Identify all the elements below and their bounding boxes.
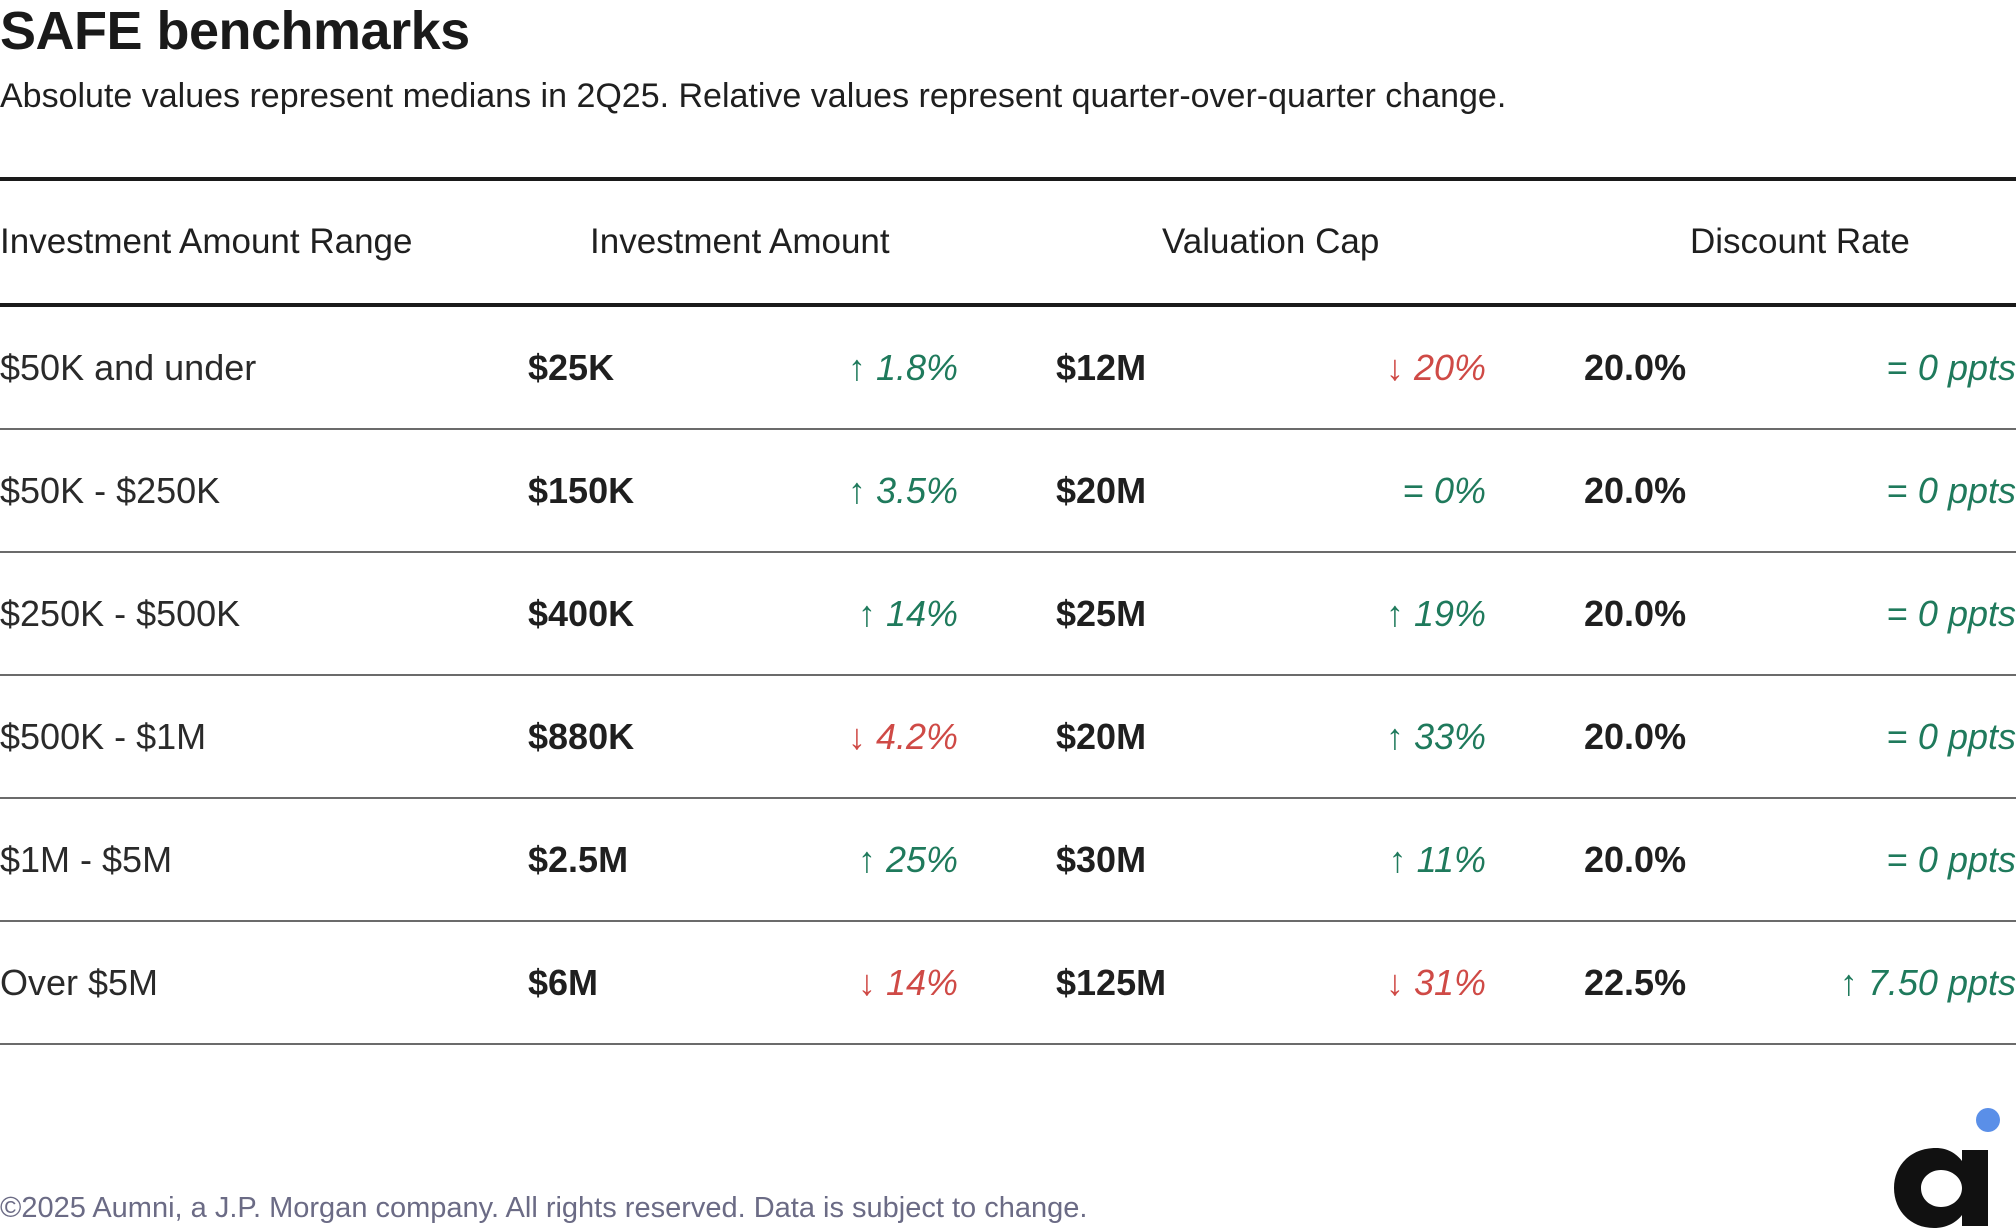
change-value: 20% [1413, 347, 1486, 388]
cell-investment-amount-change: ↓ 4.2% [848, 676, 958, 797]
cell-investment-amount-change: ↑ 25% [858, 799, 958, 920]
equals-icon: = [1886, 470, 1908, 511]
arrow-up-icon: ↑ [1385, 716, 1404, 757]
change-value: 1.8% [875, 347, 958, 388]
cell-discount-rate-change: = 0 ppts [1887, 676, 2016, 797]
page-title: SAFE benchmarks [0, 1, 470, 61]
change-value: 0 ppts [1917, 716, 2016, 757]
equals-icon: = [1886, 716, 1908, 757]
cell-investment-amount-range: $500K - $1M [0, 716, 207, 757]
cell-valuation-cap-change: ↓ 31% [1386, 922, 1486, 1043]
arrow-up-icon: ↑ [1385, 593, 1404, 634]
table-row: $50K - $250K $150K ↑ 3.5% $20M = 0% 20.0% = 0 ppt… [0, 430, 2016, 553]
cell-discount-rate-change: ↑ 7.50 ppts [1840, 922, 2016, 1043]
arrow-down-icon: ↓ [1385, 962, 1404, 1003]
arrow-down-icon: ↓ [847, 716, 866, 757]
equals-icon: = [1886, 839, 1908, 880]
cell-valuation-cap: $20M [1056, 470, 1147, 511]
cell-investment-amount-change: ↑ 3.5% [848, 430, 958, 551]
header-investment-amount: Investment Amount [590, 222, 890, 261]
cell-investment-amount-range: Over $5M [0, 962, 159, 1003]
arrow-up-icon: ↑ [857, 593, 876, 634]
table-header-rule [0, 303, 2016, 307]
cell-investment-amount-change: ↑ 1.8% [848, 307, 958, 428]
cell-investment-amount-range: $50K - $250K [0, 470, 221, 511]
cell-investment-amount: $6M [528, 962, 599, 1003]
equals-icon: = [1402, 470, 1424, 511]
cell-discount-rate-change: = 0 ppts [1887, 307, 2016, 428]
cell-valuation-cap: $25M [1056, 593, 1147, 634]
arrow-up-icon: ↑ [847, 347, 866, 388]
change-value: 25% [885, 839, 958, 880]
cell-investment-amount-change: ↑ 14% [858, 553, 958, 674]
equals-icon: = [1886, 593, 1908, 634]
cell-investment-amount: $2.5M [528, 839, 629, 880]
cell-investment-amount: $880K [528, 716, 635, 757]
change-value: 0 ppts [1917, 593, 2016, 634]
change-value: 0% [1433, 470, 1486, 511]
change-value: 0 ppts [1917, 839, 2016, 880]
cell-valuation-cap: $125M [1056, 962, 1167, 1003]
arrow-up-icon: ↑ [857, 839, 876, 880]
cell-discount-rate: 20.0% [1584, 839, 1687, 880]
arrow-down-icon: ↓ [857, 962, 876, 1003]
cell-valuation-cap: $20M [1056, 716, 1147, 757]
change-value: 14% [885, 593, 958, 634]
change-value: 3.5% [875, 470, 958, 511]
arrow-up-icon: ↑ [1388, 839, 1407, 880]
cell-valuation-cap-change: ↑ 19% [1386, 553, 1486, 674]
arrow-down-icon: ↓ [1385, 347, 1404, 388]
header-investment-amount-range: Investment Amount Range [0, 222, 413, 261]
change-value: 31% [1413, 962, 1486, 1003]
cell-valuation-cap-change: ↓ 20% [1386, 307, 1486, 428]
table-top-rule [0, 177, 2016, 181]
change-value: 33% [1413, 716, 1486, 757]
arrow-up-icon: ↑ [1839, 962, 1858, 1003]
cell-valuation-cap: $30M [1056, 839, 1147, 880]
table-row: $250K - $500K $400K ↑ 14% $25M ↑ 19% 20.0% = 0 pp… [0, 553, 2016, 676]
cell-investment-amount-change: ↓ 14% [858, 922, 958, 1043]
equals-icon: = [1886, 347, 1908, 388]
cell-discount-rate-change: = 0 ppts [1887, 430, 2016, 551]
cell-valuation-cap-change: ↑ 11% [1389, 799, 1486, 920]
cell-investment-amount: $150K [528, 470, 635, 511]
aumni-logo-icon [1894, 1108, 2000, 1228]
cell-discount-rate: 22.5% [1584, 962, 1687, 1003]
cell-investment-amount-range: $250K - $500K [0, 593, 241, 634]
cell-valuation-cap-change: = 0% [1403, 430, 1486, 551]
change-value: 0 ppts [1917, 347, 2016, 388]
cell-discount-rate: 20.0% [1584, 347, 1687, 388]
change-value: 0 ppts [1917, 470, 2016, 511]
table-row: $500K - $1M $880K ↓ 4.2% $20M ↑ 33% 20.0% = 0 ppt… [0, 676, 2016, 799]
cell-valuation-cap-change: ↑ 33% [1386, 676, 1486, 797]
table-row: Over $5M $6M ↓ 14% $125M ↓ 31% 22.5% ↑ 7.50 ppts [0, 922, 2016, 1045]
cell-discount-rate-change: = 0 ppts [1887, 799, 2016, 920]
cell-discount-rate: 20.0% [1584, 593, 1687, 634]
cell-discount-rate-change: = 0 ppts [1887, 553, 2016, 674]
footer-copyright: ©2025 Aumni, a J.P. Morgan company. All … [0, 1192, 1088, 1224]
cell-discount-rate: 20.0% [1584, 470, 1687, 511]
arrow-up-icon: ↑ [847, 470, 866, 511]
cell-investment-amount-range: $1M - $5M [0, 839, 173, 880]
change-value: 11% [1416, 839, 1486, 880]
benchmarks-table: Investment Amount Range Investment Amoun… [0, 177, 2016, 1045]
table-row: $1M - $5M $2.5M ↑ 25% $30M ↑ 11% 20.0% = 0 ppts [0, 799, 2016, 922]
table-row: $50K and under $25K ↑ 1.8% $12M ↓ 20% 20.0% = 0 p… [0, 307, 2016, 430]
change-value: 14% [885, 962, 958, 1003]
cell-valuation-cap: $12M [1056, 347, 1147, 388]
change-value: 7.50 ppts [1867, 962, 2016, 1003]
cell-investment-amount: $400K [528, 593, 635, 634]
change-value: 19% [1413, 593, 1486, 634]
cell-investment-amount-range: $50K and under [0, 347, 257, 388]
header-valuation-cap: Valuation Cap [1162, 222, 1380, 261]
table-body: $50K and under $25K ↑ 1.8% $12M ↓ 20% 20.0% = 0 p… [0, 307, 2016, 1045]
change-value: 4.2% [875, 716, 958, 757]
header-discount-rate: Discount Rate [1690, 222, 1910, 261]
table-header: Investment Amount Range Investment Amoun… [0, 181, 2016, 303]
page-subtitle: Absolute values represent medians in 2Q2… [0, 77, 1507, 115]
cell-investment-amount: $25K [528, 347, 615, 388]
cell-discount-rate: 20.0% [1584, 716, 1687, 757]
